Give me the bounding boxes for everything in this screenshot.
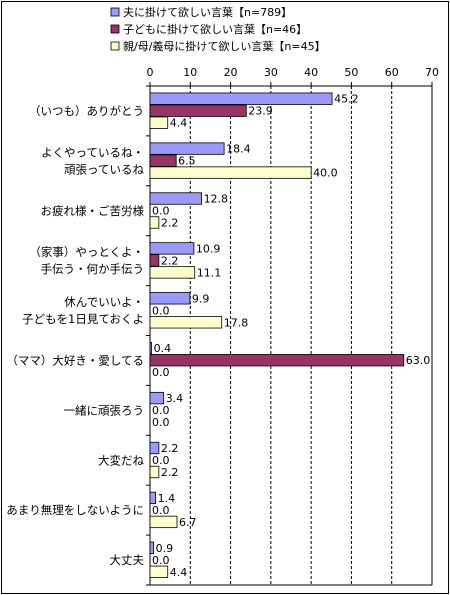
category-label-4-line-1: （家事）やっとくよ・ (29, 245, 144, 259)
legend-label-1: 夫に掛けて欲しい言葉【n=789】 (123, 5, 292, 19)
value-label-s3-c7: 0.0 (152, 416, 170, 429)
bar-s2-c2 (149, 154, 177, 167)
value-label-s2-c3: 0.0 (152, 205, 170, 218)
bar-s2-c6 (149, 354, 405, 367)
value-label-s3-c2: 40.0 (313, 167, 338, 180)
x-tick-label-70: 70 (425, 66, 439, 79)
value-label-s1-c3: 12.8 (204, 193, 229, 206)
value-label-s2-c2: 6.5 (178, 155, 196, 168)
legend-swatch-3 (110, 41, 120, 51)
value-label-s1-c9: 1.4 (158, 492, 176, 505)
bar-s1-c8 (149, 441, 160, 455)
bar-s1-c3 (149, 192, 202, 205)
category-label-4-line-2: 手伝う・何か手伝う (41, 262, 145, 276)
legend: 夫に掛けて欲しい言葉【n=789】子どもに掛けて欲しい言葉【n=46】親/母/義… (110, 5, 326, 53)
bar-s1-c9 (149, 491, 157, 505)
value-label-s3-c6: 0.0 (152, 366, 170, 379)
category-label-5-line-2: 子どもを1日見ておくよ (22, 312, 144, 326)
legend-label-3: 親/母/義母に掛けて欲しい言葉【n=45】 (123, 39, 326, 53)
legend-swatch-2 (110, 24, 120, 34)
bar-s3-c10 (149, 565, 169, 578)
x-tick-label-0: 0 (147, 66, 154, 79)
value-label-s3-c9: 6.7 (179, 516, 197, 529)
bar-s3-c9 (149, 515, 178, 529)
bar-s3-c1 (149, 116, 169, 129)
legend-swatch-1 (110, 7, 120, 17)
category-label-5-line-1: 休んでいいよ・ (64, 295, 144, 309)
legend-label-2: 子どもに掛けて欲しい言葉【n=46】 (123, 22, 307, 36)
value-label-s3-c4: 11.1 (197, 266, 222, 279)
value-label-s1-c4: 10.9 (196, 242, 221, 255)
plot-area: 45.223.94.418.46.540.012.80.02.210.92.21… (149, 92, 431, 579)
bar-s1-c4 (149, 242, 195, 255)
x-tick-label-60: 60 (385, 66, 399, 79)
value-label-s2-c5: 0.0 (152, 304, 170, 317)
category-label-2-line-1: よくやっているね・ (41, 145, 144, 159)
bar-s3-c4 (149, 266, 196, 279)
category-label-3: お疲れ様・ご苦労様 (41, 204, 145, 218)
value-label-s1-c8: 2.2 (161, 442, 179, 455)
value-label-s2-c7: 0.0 (152, 404, 170, 417)
bar-s1-c6 (149, 342, 153, 355)
bar-s1-c5 (149, 292, 191, 305)
value-label-s2-c4: 2.2 (161, 254, 179, 267)
value-label-s1-c2: 18.4 (226, 143, 251, 156)
x-tick-label-30: 30 (264, 66, 278, 79)
value-label-s3-c1: 4.4 (170, 117, 188, 130)
x-tick-label-40: 40 (304, 66, 318, 79)
value-label-s2-c1: 23.9 (248, 105, 272, 118)
value-label-s2-c9: 0.0 (152, 504, 170, 517)
bar-s1-c7 (149, 391, 165, 405)
value-label-s1-c1: 45.2 (334, 93, 359, 106)
category-label-10: 大丈夫 (110, 553, 145, 567)
x-tick-label-20: 20 (224, 66, 238, 79)
value-label-s3-c3: 2.2 (161, 217, 179, 230)
value-label-s2-c6: 63.0 (406, 354, 431, 367)
category-label-1: （いつも）ありがとう (29, 104, 144, 118)
bar-s3-c8 (149, 465, 160, 479)
category-label-9: あまり無理をしないように (6, 503, 144, 517)
value-label-s1-c6: 0.4 (154, 342, 172, 355)
value-label-s1-c5: 9.9 (192, 292, 210, 305)
bar-s3-c2 (149, 166, 312, 179)
value-label-s2-c10: 0.0 (152, 554, 170, 567)
value-label-s3-c8: 2.2 (161, 466, 179, 479)
bar-s2-c1 (149, 104, 247, 117)
value-label-s1-c10: 0.9 (156, 542, 174, 555)
category-label-8: 大変だね (98, 453, 144, 467)
bar-s2-c4 (149, 254, 160, 267)
category-label-6: （ママ）大好き・愛してる (6, 353, 144, 367)
bar-s3-c3 (149, 216, 160, 229)
category-label-7: 一緒に頑張ろう (64, 403, 145, 417)
category-label-2-line-2: 頑張っているね (64, 162, 144, 176)
x-tick-label-10: 10 (183, 66, 197, 79)
value-label-s1-c7: 3.4 (166, 392, 184, 405)
bar-s3-c5 (149, 316, 223, 329)
bar-s1-c1 (149, 92, 333, 105)
bar-s1-c10 (149, 541, 155, 554)
value-label-s2-c8: 0.0 (152, 454, 170, 467)
x-tick-label-50: 50 (344, 66, 358, 79)
bar-s1-c2 (149, 142, 225, 155)
value-label-s3-c10: 4.4 (170, 566, 188, 579)
value-label-s3-c5: 17.8 (224, 316, 249, 329)
